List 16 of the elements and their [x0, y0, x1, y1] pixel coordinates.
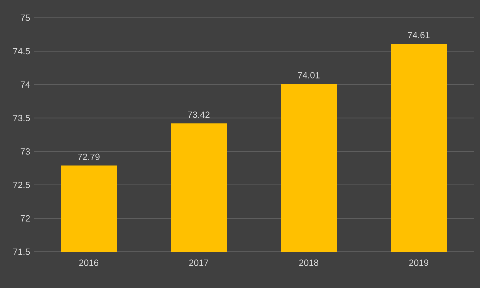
data-label: 74.01: [298, 72, 320, 79]
x-tick-label: 2017: [189, 260, 209, 266]
data-label: 73.42: [188, 112, 210, 118]
y-tick-label: 73.5: [13, 115, 30, 122]
x-tick-label: 2018: [299, 260, 319, 266]
y-tick-label: 72: [20, 215, 30, 222]
x-tick-label: 2019: [409, 260, 429, 266]
y-tick-label: 75: [20, 14, 30, 22]
y-tick-label: 74.5: [13, 48, 30, 55]
y-tick-label: 74: [20, 82, 30, 88]
y-tick-label: 72.5: [13, 182, 30, 188]
data-label: 74.61: [408, 32, 430, 39]
y-tick-label: 73: [20, 148, 30, 155]
y-tick-label: 71.5: [13, 248, 30, 256]
x-tick-label: 2016: [79, 260, 99, 266]
data-label: 72.79: [78, 154, 100, 160]
